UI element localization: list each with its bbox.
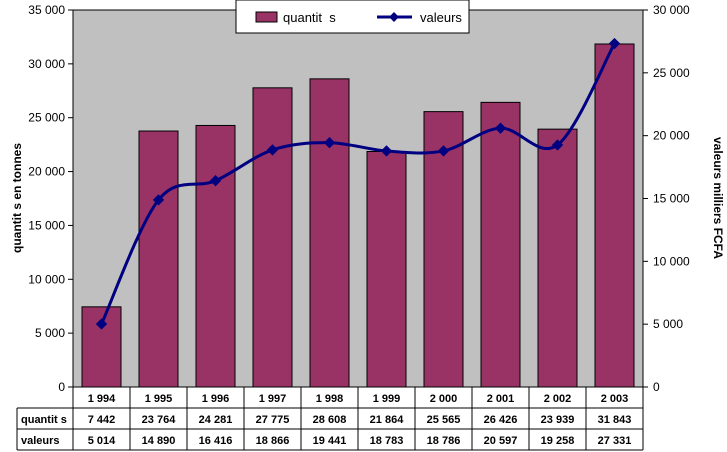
table-value: 27 331 [598, 435, 632, 447]
bar [423, 111, 464, 388]
y2-tick-label: 30 000 [653, 3, 690, 17]
bar [537, 128, 578, 388]
y-tick-label: 5 000 [35, 326, 65, 340]
y-tick-label: 20 000 [28, 165, 65, 179]
line-point-marker [209, 175, 222, 187]
line-series [100, 42, 616, 325]
bar [252, 87, 293, 388]
y-tick-label: 30 000 [28, 57, 65, 71]
table-value: 26 426 [484, 414, 518, 426]
table-value: 23 764 [142, 414, 177, 426]
table-value: 24 281 [199, 414, 233, 426]
bar-series-group [81, 43, 635, 388]
table-value: 20 597 [484, 435, 518, 447]
y-tick-label: 10 000 [28, 272, 65, 286]
table-value: 28 608 [313, 414, 347, 426]
x-category-label: 1 997 [259, 393, 287, 405]
bar [309, 78, 350, 388]
x-category-label: 2 000 [430, 393, 458, 405]
y2-tick-label: 20 000 [653, 129, 690, 143]
table-value: 18 786 [427, 435, 461, 447]
x-category-label: 1 994 [88, 393, 116, 405]
x-category-label: 2 003 [601, 393, 629, 405]
line-point-marker [608, 37, 621, 50]
legend-line-label: valeurs [420, 10, 462, 25]
legend-bar-label: quantit s [283, 10, 336, 25]
x-category-label: 1 998 [316, 393, 344, 405]
x-category-label: 1 996 [202, 393, 230, 405]
table-value: 21 864 [370, 414, 405, 426]
table-value: 14 890 [142, 435, 176, 447]
bar [138, 130, 179, 388]
legend-bar-swatch [255, 11, 278, 23]
table-value: 23 939 [541, 414, 575, 426]
y2-tick-label: 10 000 [653, 254, 690, 268]
table-value: 18 783 [370, 435, 404, 447]
bar [366, 150, 407, 388]
table-value: 31 843 [598, 414, 632, 426]
table-series-name: quantit s [21, 414, 67, 426]
table-value: 19 441 [313, 435, 347, 447]
y2-axis-title: valeurs milliers FCFA [711, 137, 725, 259]
table-value: 5 014 [88, 435, 116, 447]
bar [594, 43, 635, 388]
x-category-label: 2 002 [544, 393, 572, 405]
bar [195, 124, 236, 388]
y2-tick-label: 5 000 [653, 317, 683, 331]
table-series-name: valeurs [21, 435, 60, 447]
y-tick-label: 35 000 [28, 3, 65, 17]
table-value: 19 258 [541, 435, 575, 447]
x-category-label: 2 001 [487, 393, 515, 405]
x-category-label: 1 995 [145, 393, 173, 405]
y-tick-label: 0 [58, 380, 65, 394]
x-category-label: 1 999 [373, 393, 401, 405]
line-point-marker [437, 145, 450, 157]
y2-tick-label: 25 000 [653, 66, 690, 80]
line-point-marker [380, 145, 393, 157]
table-value: 7 442 [88, 414, 116, 426]
y-tick-label: 15 000 [28, 218, 65, 232]
bar [480, 101, 521, 388]
right-axis-ticks: 0 5 000 10 000 15 000 20 000 25 000 30 000 [643, 3, 690, 394]
table-value: 16 416 [199, 435, 233, 447]
line-point-marker [152, 194, 165, 206]
table-value: 18 866 [256, 435, 290, 447]
data-table: 1 994 1 995 1 996 1 997 1 998 1 999 2 000 2 001… [16, 387, 644, 451]
y2-tick-label: 15 000 [653, 192, 690, 206]
left-axis-ticks: 0 5 000 10 000 15 000 20 000 25 000 30 000 35 0… [28, 3, 73, 394]
line-point-marker [266, 144, 279, 156]
line-point-marker [551, 139, 564, 151]
y-tick-label: 25 000 [28, 111, 65, 125]
legend: quantit s valeurs [235, 0, 470, 34]
table-value: 25 565 [427, 414, 461, 426]
y-axis-title: quantit s en tonnes [10, 143, 24, 253]
y2-tick-label: 0 [653, 380, 660, 394]
line-point-marker [323, 137, 336, 149]
table-value: 27 775 [256, 414, 290, 426]
